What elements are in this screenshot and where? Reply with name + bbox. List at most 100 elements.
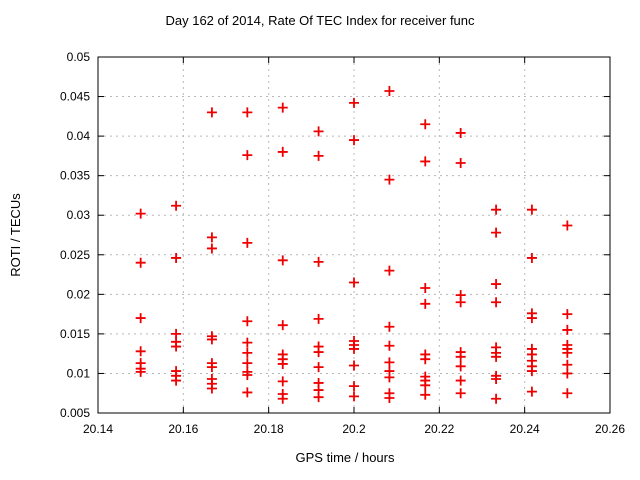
data-point	[135, 366, 146, 377]
data-point	[491, 279, 502, 290]
data-point	[313, 392, 324, 403]
data-point	[242, 107, 253, 118]
data-point	[242, 237, 253, 248]
data-point	[349, 360, 359, 371]
data-point	[277, 146, 288, 157]
data-point	[349, 277, 359, 288]
y-tick-label: 0.025	[60, 248, 90, 262]
data-point	[384, 174, 395, 185]
data-point	[242, 347, 253, 358]
data-point	[206, 243, 217, 254]
data-point	[242, 150, 253, 161]
data-point	[313, 362, 324, 373]
data-point	[206, 362, 217, 373]
data-point	[491, 227, 502, 238]
data-point	[420, 119, 431, 130]
data-point	[562, 220, 573, 231]
data-point	[349, 97, 359, 108]
y-tick-label: 0.04	[67, 129, 91, 143]
data-point	[384, 265, 395, 276]
data-point	[135, 208, 146, 219]
y-tick-label: 0.05	[67, 50, 91, 64]
data-point	[277, 358, 288, 369]
data-point	[420, 380, 431, 391]
data-point	[384, 86, 395, 97]
y-tick-label: 0.02	[67, 287, 91, 301]
data-point	[455, 375, 466, 386]
data-point	[562, 388, 573, 399]
data-point	[206, 383, 217, 394]
data-point	[562, 347, 573, 358]
data-point	[491, 297, 502, 308]
data-point	[562, 368, 573, 379]
data-point	[455, 297, 466, 308]
data-point	[277, 320, 288, 331]
data-point	[526, 313, 537, 324]
data-point	[171, 341, 182, 352]
data-point	[491, 373, 502, 384]
data-point	[562, 359, 573, 370]
data-point	[313, 313, 324, 324]
data-point	[171, 375, 182, 386]
data-point	[171, 200, 182, 211]
x-tick-label: 20.26	[595, 422, 625, 436]
data-point	[277, 393, 288, 404]
data-point	[349, 343, 359, 354]
data-points	[135, 86, 573, 404]
data-point	[135, 346, 146, 357]
data-point	[455, 361, 466, 372]
data-point	[313, 150, 324, 161]
data-point	[349, 135, 359, 146]
data-point	[277, 376, 288, 387]
data-point	[349, 391, 359, 402]
y-tick-label: 0.035	[60, 169, 90, 183]
tick-labels: 20.14 20.16 20.18 20.2 20.22 20.24 20.26 0.005 0…	[60, 50, 625, 436]
y-tick-label: 0.01	[67, 366, 91, 380]
data-point	[526, 204, 537, 215]
chart-title: Day 162 of 2014, Rate Of TEC Index for r…	[165, 13, 475, 28]
data-point	[455, 388, 466, 399]
data-point	[206, 334, 217, 345]
data-point	[491, 393, 502, 404]
data-point	[384, 372, 395, 383]
data-point	[491, 351, 502, 362]
x-tick-label: 20.16	[168, 422, 198, 436]
data-point	[242, 316, 253, 327]
x-axis-label: GPS time / hours	[296, 450, 395, 465]
y-tick-label: 0.03	[67, 208, 91, 222]
data-point	[384, 340, 395, 351]
data-point	[384, 392, 395, 403]
data-point	[242, 337, 253, 348]
data-point	[135, 313, 146, 324]
y-tick-label: 0.045	[60, 90, 90, 104]
data-point	[455, 127, 466, 138]
x-tick-label: 20.22	[424, 422, 454, 436]
data-point	[420, 354, 431, 365]
data-point	[562, 324, 573, 335]
data-point	[420, 389, 431, 400]
x-tick-label: 20.14	[83, 422, 113, 436]
data-point	[242, 387, 253, 398]
data-point	[420, 298, 431, 309]
x-tick-label: 20.18	[254, 422, 284, 436]
grid-lines	[98, 57, 610, 413]
data-point	[384, 321, 395, 332]
data-point	[455, 158, 466, 169]
data-point	[206, 232, 217, 243]
data-point	[171, 252, 182, 263]
data-point	[420, 156, 431, 167]
y-tick-label: 0.005	[60, 406, 90, 420]
data-point	[242, 370, 253, 381]
data-point	[277, 255, 288, 266]
data-point	[562, 309, 573, 320]
x-tick-label: 20.2	[342, 422, 366, 436]
data-point	[242, 358, 253, 369]
data-point	[313, 256, 324, 267]
data-point	[420, 283, 431, 294]
data-point	[277, 102, 288, 113]
data-point	[206, 107, 217, 118]
data-point	[455, 351, 466, 362]
